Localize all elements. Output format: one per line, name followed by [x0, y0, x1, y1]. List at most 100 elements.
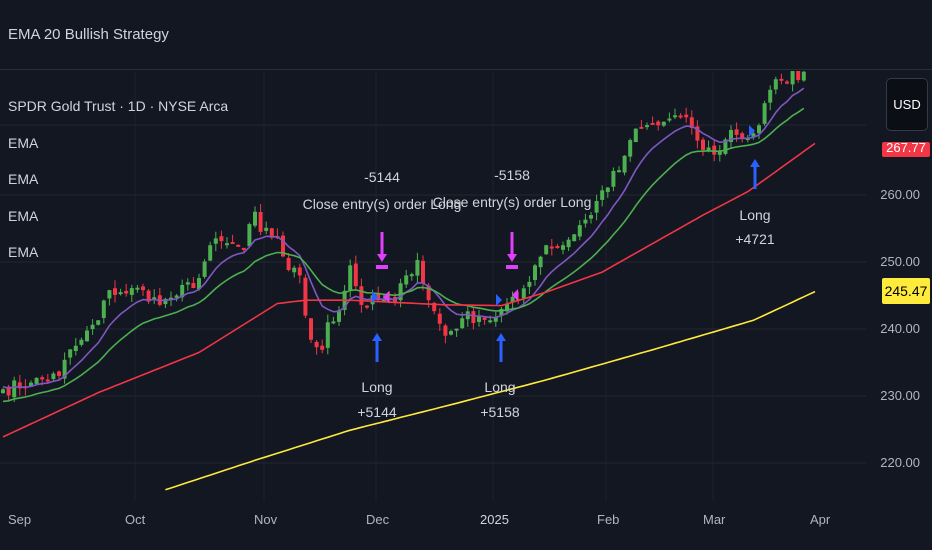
candle-body — [281, 235, 285, 257]
candle-body — [57, 371, 61, 376]
candle-body — [695, 126, 700, 141]
candle-body — [68, 349, 73, 358]
currency-button[interactable]: USD — [886, 78, 928, 131]
candle-body — [213, 238, 218, 244]
candle-body — [90, 324, 95, 330]
candle-body — [292, 267, 297, 273]
candle-body — [583, 219, 588, 224]
candle-body — [359, 286, 364, 305]
candle-body — [40, 377, 45, 380]
candle-body — [740, 133, 745, 138]
candle-body — [258, 211, 263, 232]
candle-body — [73, 345, 78, 352]
candle-body — [297, 267, 302, 276]
candle-body — [398, 283, 403, 301]
candle-body — [723, 139, 728, 154]
candle-body — [1, 389, 5, 394]
candle-body — [62, 359, 67, 379]
candle-body — [734, 129, 739, 135]
candle-body — [51, 373, 56, 380]
ema-slow-line — [2, 142, 816, 438]
candle-body — [325, 322, 330, 348]
candle-body — [331, 321, 336, 324]
candle-body — [124, 290, 129, 294]
time-tick: Mar — [703, 512, 726, 527]
candle-body — [247, 224, 252, 247]
candle-body — [320, 345, 325, 350]
candle-body — [309, 318, 313, 340]
candle-body — [6, 386, 11, 396]
candle-body — [622, 155, 627, 173]
time-tick: Dec — [366, 512, 390, 527]
candle-body — [169, 297, 173, 300]
candle-body — [152, 297, 157, 300]
candle-body — [561, 245, 565, 250]
close-arrow-icon — [377, 254, 387, 262]
long-signal-qty: +5158 — [480, 404, 520, 420]
strategy-title: EMA 20 Bullish Strategy — [8, 26, 169, 43]
close-signal-qty: -5158 — [494, 167, 530, 183]
candle-body — [45, 379, 50, 382]
candle-body — [113, 288, 117, 295]
header-bar: EMA 20 Bullish Strategy — [0, 0, 932, 70]
candle-body — [572, 234, 577, 242]
close-entry-marker-icon — [383, 291, 389, 303]
candle-body — [146, 290, 151, 302]
legend-symbol[interactable]: SPDR Gold Trust · 1D · NYSE Arca — [8, 98, 229, 114]
candle-body — [208, 245, 213, 261]
candle-body — [460, 318, 465, 329]
legend-ema-3[interactable]: EMA — [8, 208, 39, 224]
ema-long-line — [165, 290, 816, 491]
candle-body — [365, 305, 369, 308]
candle-body — [650, 122, 655, 125]
candle-body — [348, 265, 353, 291]
candle-body — [141, 286, 145, 291]
candle-body — [751, 133, 756, 137]
candle-body — [314, 341, 319, 348]
candle-body — [202, 261, 207, 277]
candle-body — [538, 256, 543, 268]
chart-pane[interactable]: SPDR Gold Trust · 1D · NYSE Arca EMA EMA… — [0, 71, 932, 550]
candle-body — [527, 281, 532, 287]
candle-body — [656, 121, 661, 126]
candle-body — [673, 115, 677, 118]
candle-body — [594, 201, 599, 213]
time-tick: Feb — [597, 512, 620, 527]
candle-body — [353, 263, 358, 287]
candle-body — [505, 303, 509, 312]
candle-body — [465, 311, 470, 320]
candle-body — [684, 114, 689, 118]
candle-body — [605, 187, 610, 193]
candle-body — [17, 382, 22, 389]
candle-body — [633, 128, 638, 143]
candle-body — [185, 282, 190, 285]
long-arrow-icon — [496, 333, 506, 341]
candle-body — [415, 259, 420, 276]
candle-body — [600, 190, 605, 200]
candle-body — [785, 81, 789, 84]
candle-body — [107, 290, 112, 299]
candle-body — [376, 292, 381, 301]
candle-body — [779, 78, 784, 81]
candle-body — [801, 71, 806, 81]
long-signal-qty: +5144 — [357, 404, 397, 420]
candle-body — [191, 282, 196, 288]
candle-body — [589, 215, 593, 219]
price-chart[interactable] — [0, 71, 932, 550]
candle-body — [717, 151, 722, 155]
candle-body — [773, 79, 778, 90]
candle-body — [264, 227, 269, 231]
legend-ema-2[interactable]: EMA — [8, 171, 39, 187]
candle-body — [454, 328, 459, 331]
candle-body — [482, 317, 487, 320]
legend-ema-4[interactable]: EMA — [8, 244, 39, 260]
candle-body — [611, 170, 616, 187]
legend-ema-1[interactable]: EMA — [8, 135, 39, 151]
long-signal-label: Long — [361, 379, 393, 395]
candle-body — [34, 377, 39, 384]
candle-body — [225, 243, 229, 246]
candle-body — [135, 287, 140, 290]
red-price-tag: 267.77 — [882, 142, 930, 157]
candle-body — [12, 380, 17, 398]
long-entry-marker-icon — [496, 294, 502, 306]
